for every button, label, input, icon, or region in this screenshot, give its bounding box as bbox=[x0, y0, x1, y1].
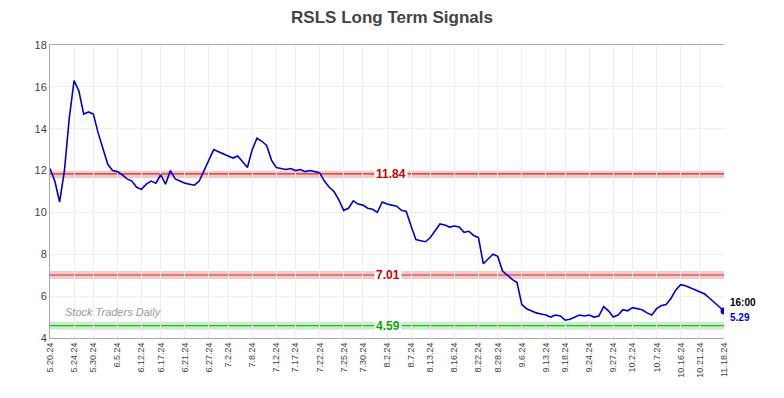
svg-text:4: 4 bbox=[41, 332, 47, 344]
svg-text:5.29: 5.29 bbox=[730, 312, 750, 323]
svg-text:10.21.24: 10.21.24 bbox=[695, 343, 705, 378]
svg-text:14: 14 bbox=[35, 123, 47, 135]
svg-text:6.21.24: 6.21.24 bbox=[180, 343, 190, 373]
svg-text:12: 12 bbox=[35, 164, 47, 176]
svg-text:7.17.24: 7.17.24 bbox=[290, 343, 300, 373]
svg-text:16:00: 16:00 bbox=[730, 297, 756, 308]
svg-text:6.17.24: 6.17.24 bbox=[156, 343, 166, 373]
svg-text:8.13.24: 8.13.24 bbox=[425, 343, 435, 373]
svg-text:8.16.24: 8.16.24 bbox=[449, 343, 459, 373]
svg-text:9.27.24: 9.27.24 bbox=[608, 343, 618, 373]
svg-text:7.01: 7.01 bbox=[376, 268, 400, 282]
svg-text:7.2.24: 7.2.24 bbox=[223, 343, 233, 368]
svg-text:7.22.24: 7.22.24 bbox=[315, 343, 325, 373]
svg-text:7.12.24: 7.12.24 bbox=[271, 343, 281, 373]
svg-text:RSLS Long Term Signals: RSLS Long Term Signals bbox=[291, 8, 493, 27]
svg-text:10: 10 bbox=[35, 206, 47, 218]
svg-text:7.30.24: 7.30.24 bbox=[358, 343, 368, 373]
svg-text:8: 8 bbox=[41, 248, 47, 260]
svg-text:9.24.24: 9.24.24 bbox=[584, 343, 594, 373]
svg-text:7.8.24: 7.8.24 bbox=[247, 343, 257, 368]
svg-text:10.16.24: 10.16.24 bbox=[676, 343, 686, 378]
svg-text:9.13.24: 9.13.24 bbox=[541, 343, 551, 373]
svg-text:8.7.24: 8.7.24 bbox=[406, 343, 416, 368]
svg-text:16: 16 bbox=[35, 81, 47, 93]
svg-text:9.18.24: 9.18.24 bbox=[560, 343, 570, 373]
svg-text:11.18.24: 11.18.24 bbox=[719, 343, 729, 377]
svg-text:6.12.24: 6.12.24 bbox=[136, 343, 146, 373]
svg-text:5.30.24: 5.30.24 bbox=[88, 343, 98, 373]
svg-text:8.28.24: 8.28.24 bbox=[493, 343, 503, 373]
svg-text:10.2.24: 10.2.24 bbox=[627, 343, 637, 373]
svg-text:11.84: 11.84 bbox=[376, 167, 406, 181]
svg-text:9.6.24: 9.6.24 bbox=[517, 343, 527, 368]
svg-text:6.27.24: 6.27.24 bbox=[204, 343, 214, 373]
svg-text:10.7.24: 10.7.24 bbox=[652, 343, 662, 373]
svg-text:6: 6 bbox=[41, 290, 47, 302]
svg-text:Stock Traders Daily: Stock Traders Daily bbox=[65, 306, 162, 318]
svg-text:5.24.24: 5.24.24 bbox=[69, 343, 79, 373]
svg-text:7.25.24: 7.25.24 bbox=[339, 343, 349, 373]
svg-text:5.20.24: 5.20.24 bbox=[45, 343, 55, 373]
svg-text:8.2.24: 8.2.24 bbox=[382, 343, 392, 368]
svg-text:6.5.24: 6.5.24 bbox=[112, 343, 122, 368]
svg-text:4.59: 4.59 bbox=[376, 319, 400, 333]
svg-text:8.22.24: 8.22.24 bbox=[473, 343, 483, 373]
svg-text:18: 18 bbox=[35, 39, 47, 51]
